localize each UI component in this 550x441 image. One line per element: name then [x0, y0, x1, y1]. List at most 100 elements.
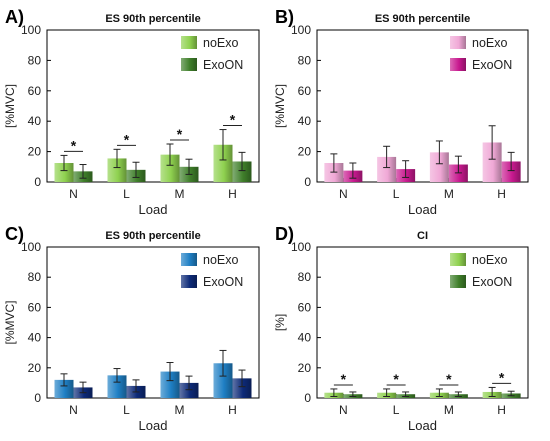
legend-swatch	[181, 36, 197, 49]
y-tick-label: 60	[28, 84, 42, 98]
legend-swatch	[450, 253, 466, 266]
chart-panel-4: 0 20 40 60 80 100 N * L * M * H * CI D) Load [%] noExo ExoO…	[273, 224, 529, 433]
y-tick-label: 100	[291, 240, 311, 254]
chart-panel-2: 0 20 40 60 80 100 N L M H ES 90th percentile B) Load…	[273, 7, 529, 217]
y-tick-label: 40	[28, 114, 42, 128]
panel-label: A)	[5, 7, 24, 27]
significance-star: *	[71, 137, 77, 153]
significance-star: *	[499, 369, 505, 385]
chart-title: ES 90th percentile	[375, 13, 470, 25]
x-axis-label: Load	[408, 202, 437, 217]
legend-swatch	[450, 275, 466, 288]
y-tick-label: 0	[34, 391, 41, 405]
bar	[107, 375, 127, 398]
x-tick-label: H	[228, 403, 237, 417]
panel-label: D)	[275, 224, 294, 244]
y-axis-label: [%MVC]	[3, 84, 17, 128]
legend-label: ExoON	[203, 58, 243, 72]
legend-swatch	[181, 58, 197, 71]
x-tick-label: N	[69, 187, 78, 201]
bar	[232, 378, 252, 398]
y-tick-label: 40	[298, 331, 312, 345]
bar	[501, 161, 521, 182]
y-tick-label: 60	[28, 300, 42, 314]
bar	[54, 163, 74, 182]
x-tick-label: H	[228, 187, 237, 201]
y-tick-label: 0	[304, 391, 311, 405]
y-tick-label: 0	[34, 175, 41, 189]
bar	[429, 152, 449, 182]
significance-star: *	[230, 112, 236, 128]
plot-frame	[46, 29, 260, 183]
y-axis-label: [%MVC]	[273, 84, 287, 128]
chart-title: ES 90th percentile	[105, 230, 200, 242]
y-tick-label: 40	[298, 114, 312, 128]
x-tick-label: N	[339, 187, 348, 201]
y-tick-label: 80	[28, 53, 42, 67]
significance-star: *	[124, 131, 130, 147]
bar	[54, 379, 74, 398]
legend-swatch	[181, 253, 197, 266]
bar	[232, 161, 252, 182]
y-axis-label: [%]	[273, 314, 287, 331]
plot-frame	[46, 246, 260, 399]
bar	[179, 382, 199, 398]
panel-label: C)	[5, 224, 24, 244]
y-tick-label: 0	[304, 175, 311, 189]
legend-label: ExoON	[203, 275, 243, 289]
chart-title: CI	[417, 230, 428, 242]
plot-frame	[316, 29, 529, 183]
chart-panel-1: 0 20 40 60 80 100 N * L * M * H * ES 90th percentile A)…	[3, 7, 260, 217]
y-tick-label: 20	[28, 361, 42, 375]
bar	[107, 158, 127, 182]
legend-label: ExoON	[472, 275, 512, 289]
significance-star: *	[341, 371, 347, 387]
x-tick-label: L	[123, 187, 130, 201]
x-axis-label: Load	[139, 202, 168, 217]
y-tick-label: 100	[21, 240, 41, 254]
significance-star: *	[393, 371, 399, 387]
bar	[213, 144, 233, 182]
legend-swatch	[450, 36, 466, 49]
x-tick-label: M	[175, 187, 185, 201]
x-tick-label: M	[444, 187, 454, 201]
legend-label: noExo	[203, 253, 238, 267]
y-axis-label: [%MVC]	[3, 300, 17, 344]
plot-frame	[316, 246, 529, 399]
legend-label: ExoON	[472, 58, 512, 72]
x-tick-label: N	[339, 403, 348, 417]
significance-star: *	[446, 371, 452, 387]
legend-label: noExo	[472, 36, 507, 50]
x-tick-label: H	[497, 403, 506, 417]
y-tick-label: 20	[298, 145, 312, 159]
y-tick-label: 80	[298, 53, 312, 67]
legend-label: noExo	[203, 36, 238, 50]
y-tick-label: 100	[21, 23, 41, 37]
x-axis-label: Load	[139, 418, 168, 433]
y-tick-label: 20	[298, 361, 312, 375]
significance-star: *	[177, 126, 183, 142]
bar	[213, 363, 233, 398]
x-tick-label: L	[393, 403, 400, 417]
bar	[482, 142, 502, 182]
y-tick-label: 20	[28, 145, 42, 159]
y-tick-label: 100	[291, 23, 311, 37]
bar	[160, 154, 180, 182]
y-tick-label: 60	[298, 84, 312, 98]
panel-label: B)	[275, 7, 294, 27]
legend-label: noExo	[472, 253, 507, 267]
legend-swatch	[181, 275, 197, 288]
x-tick-label: M	[175, 403, 185, 417]
y-tick-label: 40	[28, 331, 42, 345]
x-tick-label: H	[497, 187, 506, 201]
x-tick-label: M	[444, 403, 454, 417]
x-tick-label: L	[393, 187, 400, 201]
legend-swatch	[450, 58, 466, 71]
x-tick-label: N	[69, 403, 78, 417]
y-tick-label: 80	[28, 270, 42, 284]
y-tick-label: 80	[298, 270, 312, 284]
bar	[377, 156, 397, 182]
x-axis-label: Load	[408, 418, 437, 433]
x-tick-label: L	[123, 403, 130, 417]
